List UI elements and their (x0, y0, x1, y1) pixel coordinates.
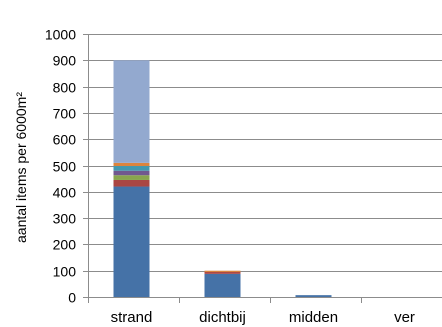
x-category-label: strand (111, 309, 153, 326)
bar-segment-strand-1 (113, 179, 150, 187)
bar-segment-strand-2 (113, 175, 150, 180)
y-tick-label: 600 (53, 132, 77, 148)
y-tick-label: 900 (53, 53, 77, 69)
y-tick-label: 700 (53, 106, 77, 122)
bar-segment-strand-4 (113, 166, 150, 171)
y-tick-label: 100 (53, 264, 77, 280)
bar-segment-dichtbij-1 (204, 272, 241, 274)
x-category-label: ver (394, 309, 415, 326)
y-tick-label: 1000 (45, 27, 76, 43)
y-tick-label: 200 (53, 237, 77, 253)
y-tick-label: 0 (68, 290, 76, 306)
bar-segment-midden-0 (295, 295, 332, 297)
bar-segment-strand-5 (113, 162, 150, 167)
y-tick-label: 800 (53, 80, 77, 96)
bar-segment-strand-6 (113, 60, 150, 163)
bar-segment-strand-0 (113, 186, 150, 297)
x-category-labels: strand dichtbij midden ver (111, 309, 415, 326)
y-axis-title: aantal items per 6000m² (13, 92, 29, 243)
axes (83, 34, 442, 303)
y-tick-labels: 0 100 200 300 400 500 600 700 800 900 1000 (45, 27, 76, 306)
y-tick-label: 300 (53, 211, 77, 227)
bar-segment-strand-3 (113, 170, 150, 176)
bar-segment-dichtbij-5 (204, 270, 241, 273)
x-category-label: dichtbij (199, 309, 246, 326)
y-tick-label: 500 (53, 159, 77, 175)
x-category-label: midden (289, 309, 338, 326)
y-tick-label: 400 (53, 185, 77, 201)
bar-segment-dichtbij-0 (204, 273, 241, 297)
bars (113, 60, 332, 297)
